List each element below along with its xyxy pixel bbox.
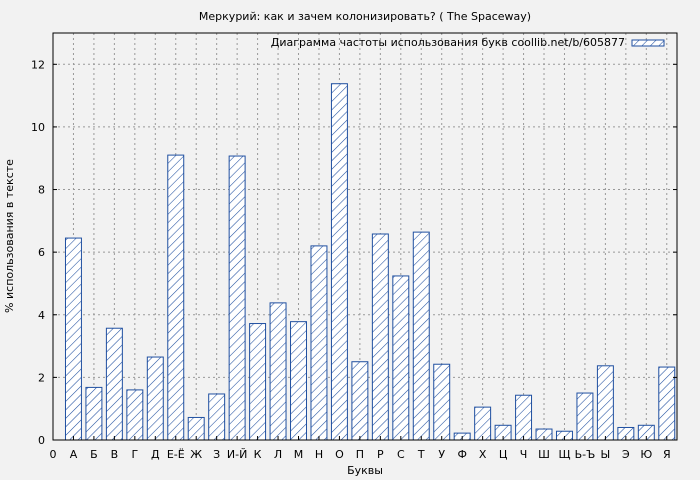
bar: [351, 361, 369, 441]
x-axis-label: Буквы: [347, 464, 383, 477]
x-tick-label: 0: [50, 448, 57, 461]
y-tick-label: 4: [38, 309, 45, 322]
bar: [85, 386, 103, 441]
x-tick-label: К: [254, 448, 262, 461]
x-tick-label: И-Й: [227, 448, 247, 461]
x-tick-label: Ф: [457, 448, 466, 461]
x-tick-label: З: [213, 448, 220, 461]
legend: Диаграмма частоты использования букв coo…: [271, 36, 665, 49]
y-tick-label: 10: [31, 121, 45, 134]
bar: [412, 231, 430, 441]
bar: [228, 155, 246, 441]
bar: [330, 83, 348, 441]
x-tick-label: Ь-Ъ: [575, 448, 596, 461]
x-tick-label: О: [335, 448, 344, 461]
y-ticks: 0 2 4 6 8 10 12: [31, 58, 677, 447]
x-tick-label: Ю: [640, 448, 652, 461]
y-axis-label: % использования в тексте: [3, 159, 16, 313]
bars: [64, 83, 676, 441]
x-tick-label: Т: [417, 448, 425, 461]
bar: [596, 365, 614, 441]
x-tick-label: Н: [315, 448, 323, 461]
y-tick-label: 0: [38, 434, 45, 447]
bar: [64, 237, 82, 441]
grid: [53, 33, 677, 440]
bar: [371, 233, 389, 441]
x-tick-label: Я: [663, 448, 671, 461]
bar: [515, 394, 533, 441]
x-tick-label: А: [70, 448, 78, 461]
x-tick-label: Э: [622, 448, 630, 461]
x-tick-label: Х: [479, 448, 487, 461]
bar: [208, 393, 226, 441]
x-tick-label: В: [111, 448, 119, 461]
y-tick-label: 8: [38, 184, 45, 197]
x-tick-label: С: [397, 448, 405, 461]
x-tick-label: Ч: [520, 448, 528, 461]
bar: [105, 327, 123, 441]
bar: [576, 392, 594, 441]
bar: [249, 323, 267, 441]
bar: [392, 275, 410, 441]
x-tick-label: Р: [377, 448, 384, 461]
x-tick-label: Е-Ё: [167, 448, 185, 461]
x-tick-label: П: [356, 448, 364, 461]
x-tick-label: У: [438, 448, 445, 461]
x-tick-label: Ы: [601, 448, 611, 461]
y-tick-label: 12: [31, 58, 45, 71]
bar: [310, 245, 328, 441]
x-tick-label: Ж: [190, 448, 202, 461]
x-tick-label: Д: [151, 448, 160, 461]
bar: [290, 321, 307, 441]
x-tick-label: М: [294, 448, 304, 461]
x-tick-label: Щ: [558, 448, 570, 461]
bar: [433, 363, 451, 441]
x-ticks: 0 А Б В Г Д Е-Ё Ж З И-Й К Л М Н О П Р С Т У Ф Х Ц Ч Ш Щ Ь-Ъ Ы Э Ю Я: [50, 436, 671, 461]
x-tick-label: Ш: [538, 448, 550, 461]
x-tick-label: Б: [90, 448, 98, 461]
plot-frame: [52, 32, 678, 441]
y-tick-label: 2: [38, 371, 45, 384]
x-tick-label: Л: [274, 448, 282, 461]
bar: [167, 154, 185, 441]
bar: [146, 356, 164, 441]
bar: [474, 406, 492, 441]
x-tick-label: Г: [131, 448, 138, 461]
legend-label: Диаграмма частоты использования букв coo…: [271, 36, 625, 49]
bar: [269, 302, 287, 441]
bar: [658, 366, 676, 441]
y-tick-label: 6: [38, 246, 45, 259]
chart-title: Меркурий: как и зачем колонизировать? ( …: [199, 10, 531, 23]
bar: [126, 389, 144, 441]
legend-swatch: [631, 39, 665, 47]
x-tick-label: Ц: [499, 448, 508, 461]
